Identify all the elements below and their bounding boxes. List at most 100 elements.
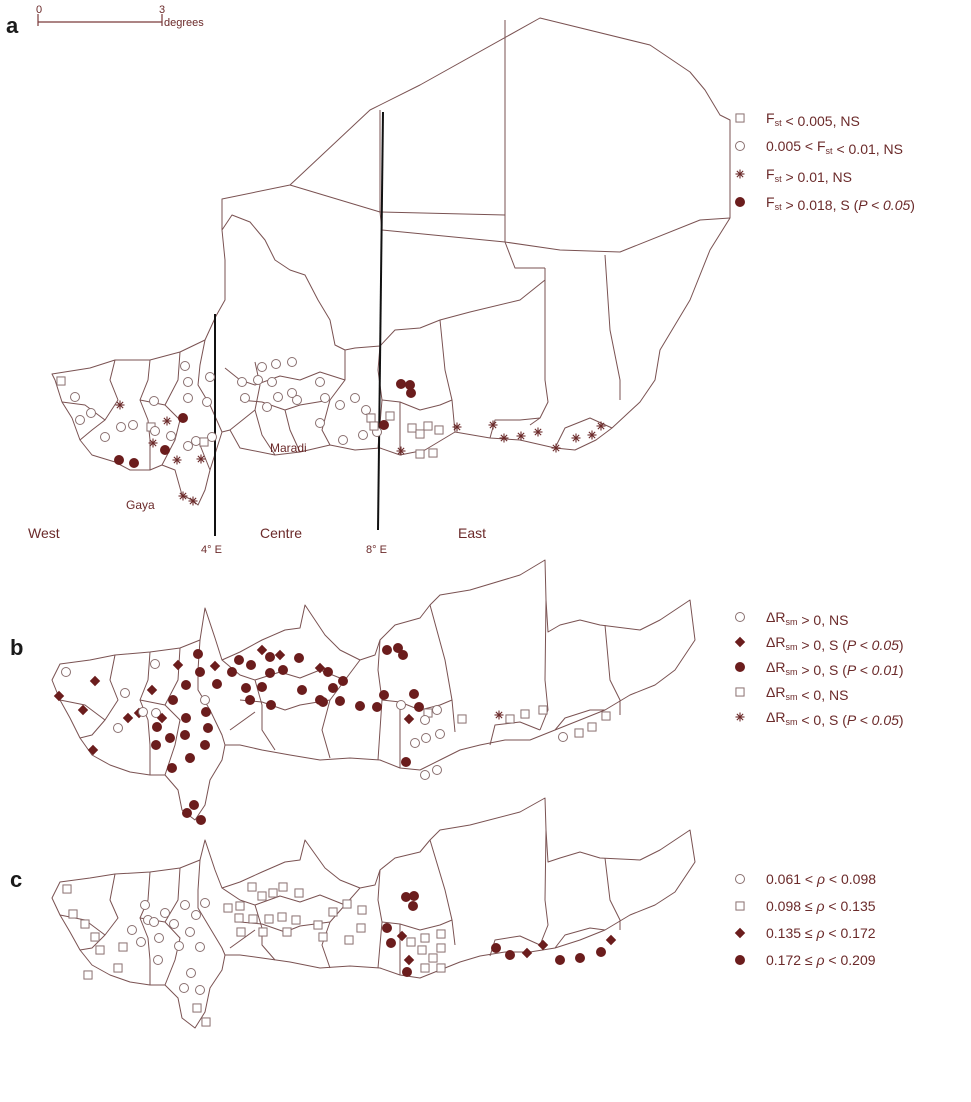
site-marker-circle — [320, 393, 330, 403]
site-marker-diamond — [274, 649, 286, 661]
site-marker-circle — [195, 985, 205, 995]
site-marker-diamond — [77, 704, 89, 716]
site-marker-circle — [396, 700, 406, 710]
site-marker-circle — [150, 426, 160, 436]
legend-label: 0.005 < Fst < 0.01, NS — [766, 138, 903, 157]
site-marker-dot — [338, 676, 348, 686]
site-marker-circle — [151, 708, 161, 718]
site-marker-circle — [183, 393, 193, 403]
site-marker-dot — [182, 808, 192, 818]
site-marker-circle — [350, 393, 360, 403]
legend-symbol-dot — [735, 197, 745, 207]
site-marker-dot — [189, 800, 199, 810]
site-marker-square — [56, 376, 66, 386]
site-marker-diamond — [396, 930, 408, 942]
site-marker-square — [538, 705, 548, 715]
site-marker-dot — [178, 413, 188, 423]
legend-label: 0.098 ≤ ρ < 0.135 — [766, 898, 876, 914]
site-marker-diamond — [172, 659, 184, 671]
legend-symbol-dot — [735, 662, 745, 672]
site-marker-circle — [120, 688, 130, 698]
site-marker-circle — [149, 917, 159, 927]
site-marker-square — [505, 714, 515, 724]
site-marker-dot — [596, 947, 606, 957]
site-marker-star — [551, 443, 561, 453]
site-marker-circle — [410, 738, 420, 748]
site-marker-diamond — [314, 662, 326, 674]
site-marker-circle — [180, 900, 190, 910]
site-marker-square — [247, 882, 257, 892]
site-marker-square — [118, 942, 128, 952]
place-maradi-label: Maradi — [270, 441, 307, 455]
legend-symbol-star — [735, 169, 745, 179]
site-marker-square — [420, 963, 430, 973]
site-marker-circle — [237, 377, 247, 387]
site-marker-square — [356, 923, 366, 933]
site-marker-square — [80, 919, 90, 929]
site-marker-dot — [185, 753, 195, 763]
scale-bar: 0 3 degrees — [36, 4, 204, 29]
site-marker-square — [294, 888, 304, 898]
site-marker-square — [406, 937, 416, 947]
site-marker-diamond — [53, 690, 65, 702]
niger-map-c — [51, 797, 696, 1029]
site-marker-dot — [168, 695, 178, 705]
site-marker-circle — [287, 357, 297, 367]
site-marker-dot — [278, 665, 288, 675]
legend-label: ΔRsm > 0, S (P < 0.05) — [766, 634, 904, 653]
legend-symbol-square — [735, 901, 745, 911]
site-marker-circle — [153, 955, 163, 965]
site-marker-square — [342, 899, 352, 909]
site-marker-dot — [195, 667, 205, 677]
site-marker-star — [494, 710, 504, 720]
site-marker-circle — [174, 941, 184, 951]
site-marker-diamond — [256, 644, 268, 656]
site-marker-dot — [409, 891, 419, 901]
site-marker-dot — [181, 713, 191, 723]
site-marker-dot — [257, 682, 267, 692]
site-marker-square — [277, 912, 287, 922]
site-marker-star — [196, 454, 206, 464]
site-marker-diamond — [209, 660, 221, 672]
site-marker-square — [420, 933, 430, 943]
site-marker-circle — [202, 397, 212, 407]
site-marker-circle — [169, 919, 179, 929]
site-marker-circle — [183, 441, 193, 451]
site-marker-circle — [205, 372, 215, 382]
site-marker-square — [415, 429, 425, 439]
site-marker-circle — [271, 359, 281, 369]
panel-a-letter: a — [6, 13, 19, 38]
legend-label: ΔRsm < 0, NS — [766, 684, 848, 703]
site-marker-square — [457, 714, 467, 724]
site-marker-star — [587, 430, 597, 440]
site-marker-diamond — [146, 684, 158, 696]
site-marker-circle — [420, 715, 430, 725]
site-marker-dot — [234, 655, 244, 665]
site-marker-star — [172, 455, 182, 465]
site-marker-dot — [414, 702, 424, 712]
site-marker-dot — [265, 668, 275, 678]
site-marker-circle — [361, 405, 371, 415]
site-marker-circle — [186, 968, 196, 978]
meridian-8e-label: 8° E — [366, 544, 387, 556]
site-marker-dot — [201, 707, 211, 717]
site-marker-circle — [100, 432, 110, 442]
site-marker-circle — [128, 420, 138, 430]
site-marker-diamond — [605, 934, 617, 946]
site-marker-square — [369, 421, 379, 431]
site-marker-square — [248, 914, 258, 924]
site-marker-dot — [266, 700, 276, 710]
site-marker-square — [201, 1017, 211, 1027]
site-marker-circle — [150, 659, 160, 669]
site-marker-circle — [432, 765, 442, 775]
site-marker-dot — [409, 689, 419, 699]
site-marker-dot — [491, 943, 501, 953]
site-marker-dot — [323, 667, 333, 677]
site-marker-square — [291, 915, 301, 925]
site-marker-star — [596, 421, 606, 431]
site-marker-dot — [241, 683, 251, 693]
site-marker-circle — [292, 395, 302, 405]
site-marker-star — [499, 433, 509, 443]
meridian-4e-label: 4° E — [201, 544, 222, 556]
site-marker-square — [62, 884, 72, 894]
